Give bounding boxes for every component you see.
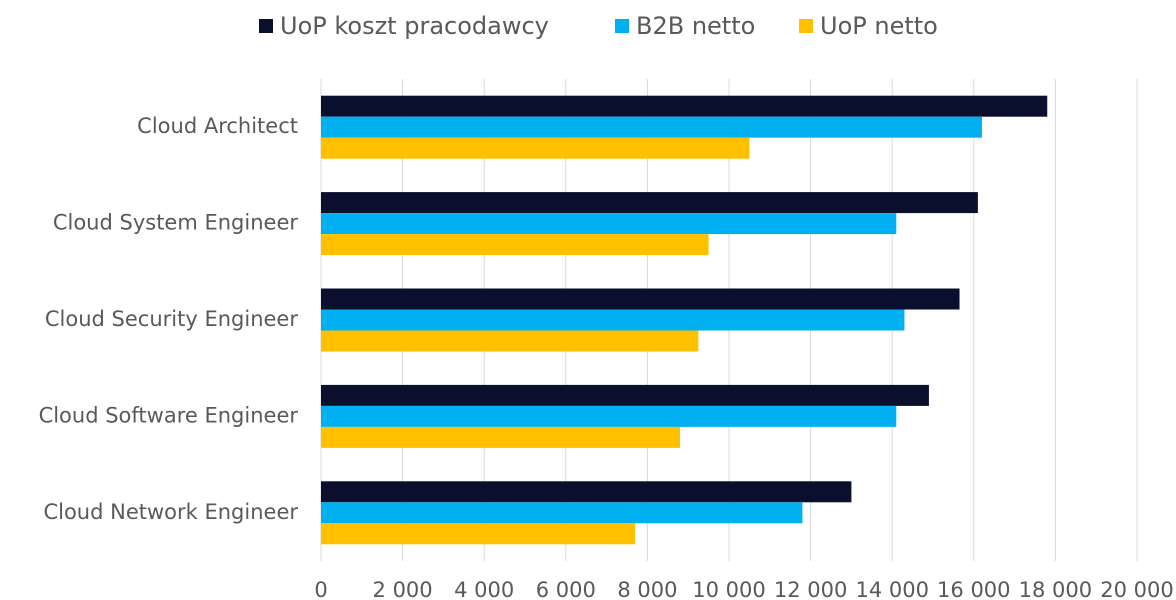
x-tick-label: 8 000 — [617, 578, 677, 600]
bar — [321, 288, 960, 310]
x-tick-label: 18 000 — [1019, 578, 1092, 600]
bar — [321, 426, 681, 448]
x-tick-label: 10 000 — [692, 578, 765, 600]
x-tick-label: 12 000 — [774, 578, 847, 600]
bar — [321, 116, 982, 138]
x-tick-label: 6 000 — [536, 578, 596, 600]
bar — [321, 234, 709, 256]
bar — [321, 384, 929, 406]
bar — [321, 95, 1048, 117]
x-tick-label: 2 000 — [373, 578, 433, 600]
y-tick-label: Cloud System Engineer — [53, 211, 299, 235]
legend-swatch — [799, 19, 813, 33]
y-tick-label: Cloud Architect — [137, 114, 298, 138]
bar — [321, 405, 897, 427]
y-tick-label: Cloud Security Engineer — [45, 307, 298, 331]
legend-swatch — [259, 19, 273, 33]
legend-label: UoP netto — [820, 12, 938, 40]
legend-label: B2B netto — [636, 12, 755, 40]
x-tick-label: 4 000 — [454, 578, 514, 600]
x-tick-label: 20 000 — [1100, 578, 1173, 600]
bar — [321, 137, 750, 159]
y-tick-label: Cloud Software Engineer — [39, 403, 299, 427]
bar — [321, 481, 852, 503]
legend-swatch — [615, 19, 629, 33]
bar — [321, 213, 897, 235]
y-tick-label: Cloud Network Engineer — [43, 500, 298, 524]
bar — [321, 523, 636, 545]
x-tick-label: 14 000 — [855, 578, 928, 600]
bar — [321, 192, 978, 214]
bar — [321, 502, 803, 524]
x-tick-label: 0 — [314, 578, 327, 600]
legend-label: UoP koszt pracodawcy — [280, 12, 549, 40]
bar — [321, 330, 699, 352]
bar — [321, 309, 905, 331]
x-tick-label: 16 000 — [937, 578, 1010, 600]
